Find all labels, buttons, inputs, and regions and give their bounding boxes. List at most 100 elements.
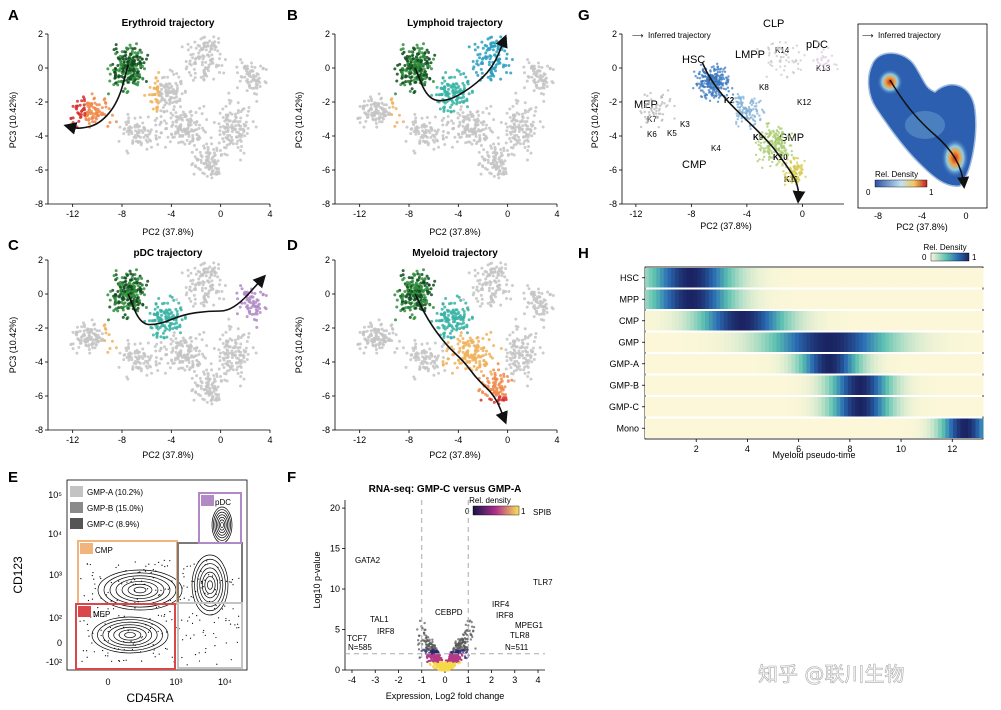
cell-point [378, 346, 382, 350]
cell-point [540, 291, 544, 295]
cell-point [406, 80, 410, 84]
cell-point [506, 379, 510, 383]
cell-point [129, 126, 133, 130]
cell-point [163, 145, 167, 149]
cell-point [465, 105, 469, 109]
cell-point [171, 113, 175, 117]
cell-point [756, 160, 759, 163]
cell-point [456, 116, 460, 120]
x-tick-label: 4 [554, 435, 559, 445]
cell-point [701, 67, 705, 71]
cell-point [444, 93, 448, 97]
cell-point [473, 268, 477, 272]
cell-point [164, 127, 168, 131]
cell-point [394, 107, 398, 111]
cell-point [526, 124, 530, 128]
panel-d-xlabel: PC2 (37.8%) [429, 450, 481, 460]
cell-point [403, 75, 407, 79]
cell-point [77, 119, 81, 123]
cell-point [163, 119, 167, 123]
cell-point [236, 146, 240, 150]
cell-point [247, 105, 251, 109]
cell-point [783, 149, 786, 152]
cell-point [178, 341, 182, 345]
cell-point [468, 110, 472, 114]
cell-point [412, 91, 416, 95]
cell-point [140, 57, 144, 61]
cell-point [540, 65, 544, 69]
cell-point [162, 310, 166, 314]
cell-point [442, 335, 446, 339]
cell-point [492, 400, 496, 404]
cell-point [476, 73, 480, 77]
cell-point [736, 117, 739, 121]
cell-point [541, 82, 545, 86]
y-tick-label: -2 [609, 97, 617, 107]
cell-point [241, 127, 245, 131]
cell-point [423, 70, 427, 74]
cell-point [218, 70, 222, 74]
cell-point [163, 103, 167, 107]
cell-point [175, 326, 179, 330]
cell-point [255, 86, 259, 90]
cell-point [425, 115, 429, 119]
cell-point [93, 101, 97, 105]
cell-point [193, 381, 197, 385]
cell-point [517, 364, 521, 368]
cell-point [122, 302, 126, 306]
cell-point [511, 130, 515, 134]
cell-point [79, 110, 83, 114]
cell-point [531, 120, 535, 124]
cell-point [129, 77, 133, 81]
cell-point [481, 336, 485, 340]
cell-point [179, 354, 183, 358]
cell-point [517, 112, 521, 116]
cell-point [200, 155, 204, 159]
cell-point [125, 298, 129, 302]
cell-point [142, 135, 146, 139]
cell-point [134, 268, 138, 272]
cell-point [432, 373, 436, 377]
cell-point [456, 90, 460, 94]
cell-point [205, 142, 209, 146]
cell-point [374, 336, 378, 340]
cell-point [425, 73, 429, 77]
cell-point [358, 121, 362, 125]
cluster-k12: K12 [797, 98, 812, 107]
cell-point [492, 368, 496, 372]
cell-point [146, 279, 150, 283]
cell-point [443, 305, 447, 309]
cell-point [761, 158, 765, 161]
cell-point [239, 110, 243, 114]
cell-point [491, 151, 495, 155]
cell-point [716, 100, 720, 104]
cell-point [189, 271, 193, 275]
cell-point [206, 157, 210, 161]
cell-point [194, 110, 198, 114]
cell-point [477, 339, 481, 343]
cell-point [530, 75, 534, 79]
cell-point [782, 146, 786, 149]
cell-point [499, 373, 503, 377]
cell-point [90, 111, 94, 115]
cell-point [435, 130, 439, 134]
cell-point [183, 90, 187, 94]
cell-point [134, 42, 138, 46]
cell-point [523, 372, 527, 376]
cell-point [177, 75, 181, 79]
cell-point [715, 78, 718, 81]
cell-point [416, 129, 420, 133]
cell-point [408, 82, 412, 86]
cell-point [186, 48, 190, 52]
cell-point [499, 77, 503, 81]
cell-point [157, 297, 161, 301]
cell-point [440, 93, 444, 97]
cell-point [224, 104, 228, 108]
cell-point [492, 344, 496, 348]
cell-point [790, 132, 794, 135]
cell-point [87, 122, 91, 126]
cell-point [533, 70, 537, 74]
cell-point [162, 110, 166, 114]
cell-point [461, 350, 465, 354]
cell-point [501, 291, 505, 295]
